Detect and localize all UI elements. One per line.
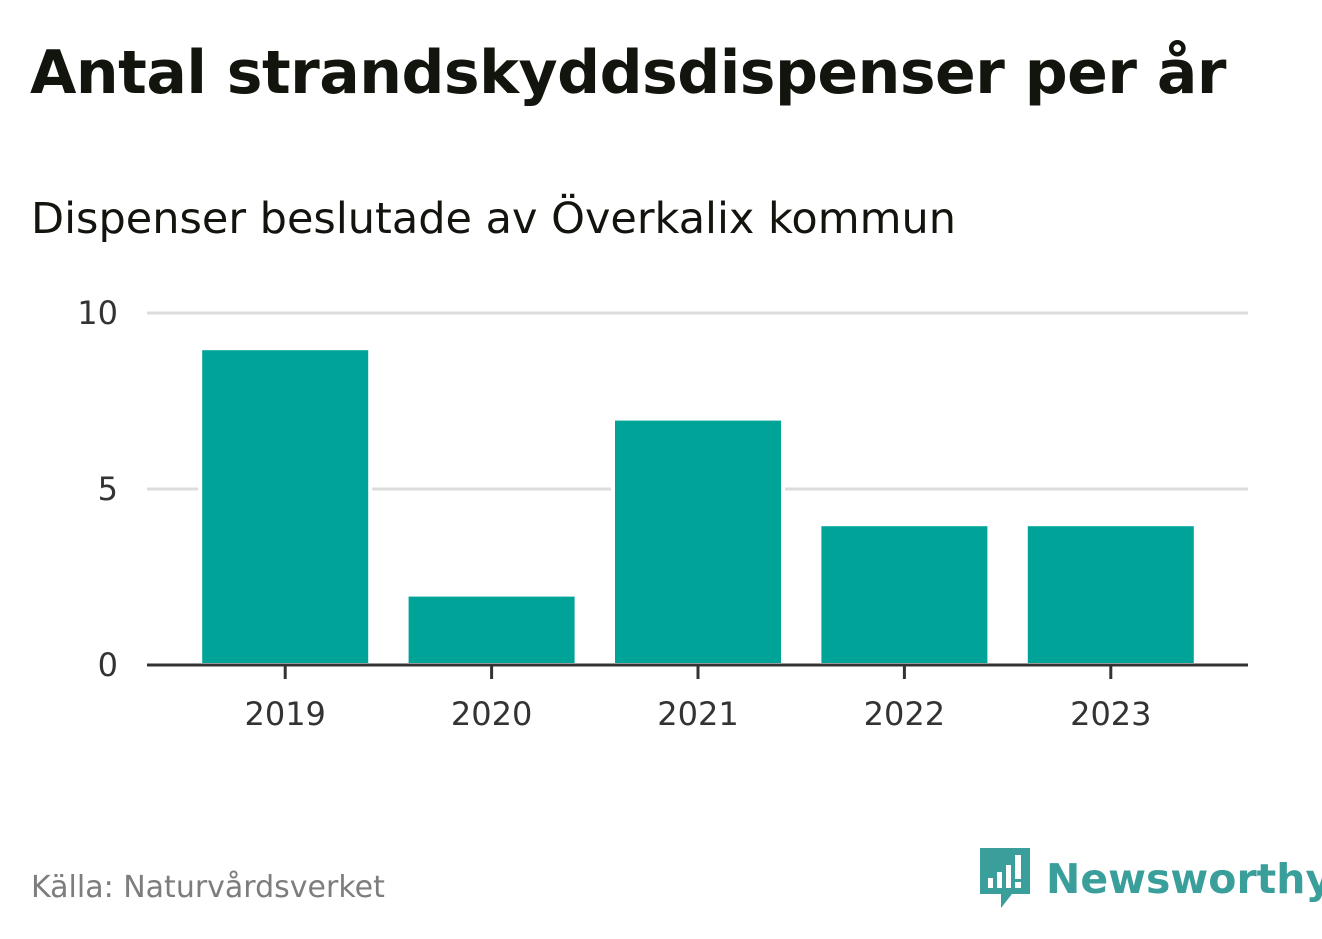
newsworthy-logo-icon — [980, 848, 1030, 908]
brand-name: Newsworthy — [1046, 855, 1322, 903]
x-axis-labels: 2019 2020 2021 2022 2023 — [244, 695, 1151, 733]
y-tick-label: 0 — [98, 646, 118, 684]
y-axis-labels: 0 5 10 — [77, 294, 118, 684]
bar-2020[interactable] — [404, 592, 579, 667]
brand-logo[interactable]: Newsworthy — [980, 848, 1322, 910]
bar-chart: 0 5 10 2019 2020 2021 2022 2023 — [77, 294, 1248, 733]
x-axis — [147, 663, 1248, 679]
chart-title: Antal strandskyddsdispenser per år — [30, 38, 1226, 108]
bars — [198, 346, 1198, 668]
chart-subtitle: Dispenser beslutade av Överkalix kommun — [31, 194, 957, 244]
y-tick-label: 5 — [98, 470, 118, 508]
source-note: Källa: Naturvårdsverket — [31, 870, 385, 905]
x-tick-label: 2020 — [451, 695, 532, 733]
x-tick-label: 2021 — [657, 695, 738, 733]
bar-2021[interactable] — [611, 416, 785, 667]
bar-2019[interactable] — [198, 346, 373, 667]
x-tick-label: 2022 — [864, 695, 945, 733]
x-tick-label: 2019 — [244, 695, 325, 733]
bar-2022[interactable] — [817, 522, 992, 668]
y-tick-label: 10 — [77, 294, 118, 332]
x-tick-label: 2023 — [1070, 695, 1151, 733]
bar-2023[interactable] — [1023, 522, 1198, 668]
